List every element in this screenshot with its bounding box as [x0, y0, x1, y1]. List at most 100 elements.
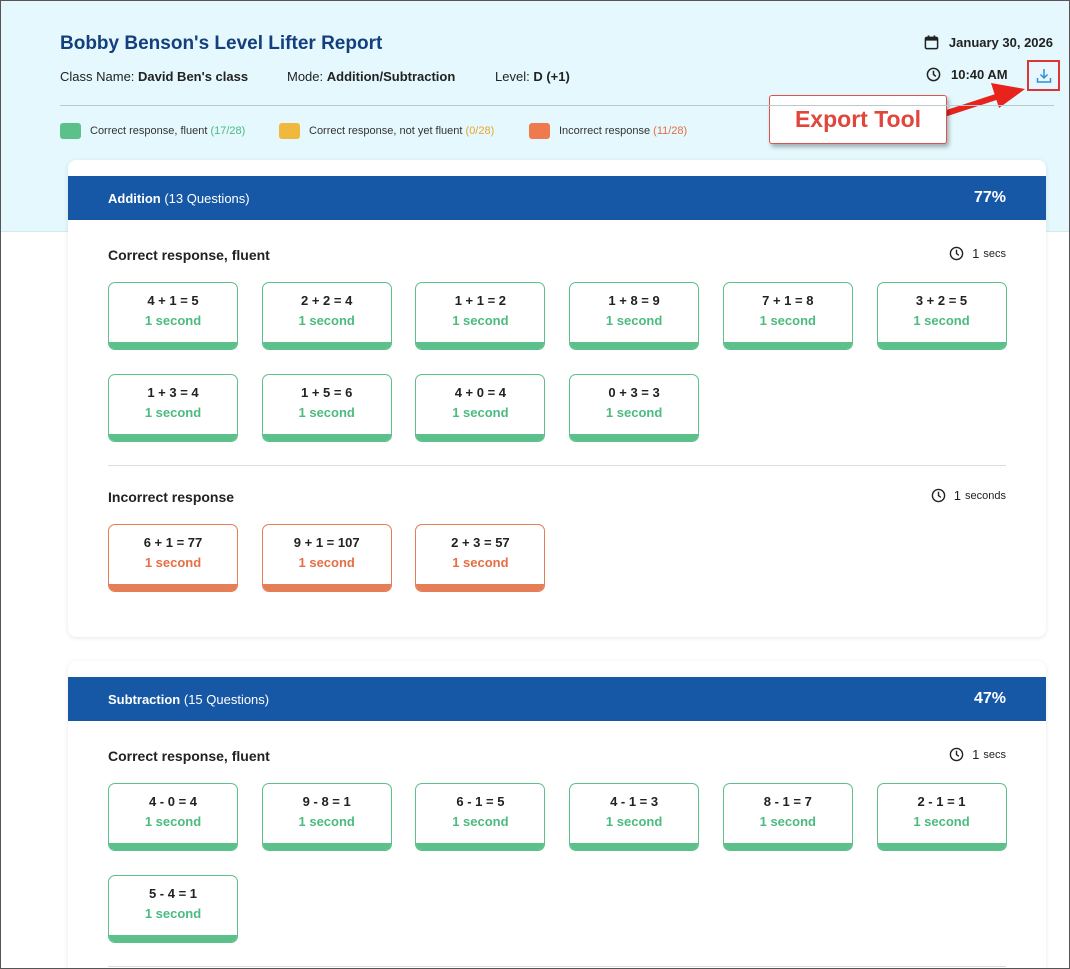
download-icon	[1036, 68, 1051, 83]
mode-meta: Mode: Addition/Subtraction	[287, 69, 455, 84]
status-bar	[877, 342, 1006, 349]
page-title: Bobby Benson's Level Lifter Report	[60, 33, 383, 54]
section-percent: 47%	[973, 690, 1006, 707]
question-time: 1 second	[605, 405, 663, 420]
timer-icon	[931, 488, 946, 503]
question-time: 1 second	[759, 814, 816, 829]
question-time: 1 second	[452, 555, 509, 570]
timer-icon	[949, 747, 964, 762]
status-bar	[109, 342, 237, 349]
question-equation: 1 + 3 = 4	[147, 385, 199, 400]
mode-label: Mode:	[287, 69, 324, 84]
legend-swatch-green	[60, 123, 81, 139]
class-label: Class Name:	[60, 69, 135, 84]
question-time: 1 second	[144, 405, 202, 420]
question-tile[interactable]: 1 + 1 = 2 1 second	[415, 282, 546, 350]
status-bar	[262, 342, 391, 349]
question-time: 1 second	[298, 555, 355, 570]
group-time: 1 secs	[949, 747, 1006, 762]
group-time-unit: secs	[983, 247, 1006, 260]
clock-icon	[926, 67, 941, 82]
status-bar	[570, 843, 699, 850]
status-bar	[723, 843, 852, 850]
status-bar	[262, 584, 391, 591]
group-title: Incorrect response	[108, 489, 235, 505]
status-bar	[416, 434, 545, 441]
question-tile[interactable]: 3 + 2 = 5 1 second	[876, 282, 1007, 350]
question-tile[interactable]: 4 - 1 = 3 1 second	[569, 783, 700, 851]
question-time: 1 second	[144, 313, 202, 328]
question-equation: 1 + 8 = 9	[608, 293, 660, 308]
status-bar	[416, 843, 545, 850]
status-bar	[570, 434, 699, 441]
question-time: 1 second	[605, 313, 663, 328]
date-text: January 30, 2026	[948, 35, 1053, 50]
question-tile[interactable]: 6 - 1 = 5 1 second	[415, 783, 546, 851]
level-meta: Level: D (+1)	[495, 69, 570, 84]
question-equation: 4 - 1 = 3	[610, 794, 659, 809]
question-time: 1 second	[298, 405, 355, 420]
legend-count: (17/28)	[210, 125, 246, 137]
section-title: Subtraction (15 Questions)	[108, 692, 269, 707]
question-equation: 9 - 8 = 1	[302, 794, 351, 809]
legend-fluent: Correct response, fluent (17/28)	[60, 123, 245, 139]
question-equation: 5 - 4 = 1	[148, 886, 198, 901]
question-equation: 1 + 5 = 6	[301, 385, 353, 400]
question-equation: 2 - 1 = 1	[917, 794, 966, 809]
section-title: Addition (13 Questions)	[108, 191, 250, 206]
legend-label: Correct response, fluent	[90, 125, 208, 137]
question-equation: 4 - 0 = 4	[148, 794, 198, 809]
status-bar	[877, 843, 1006, 850]
question-tile[interactable]: 4 + 1 = 5 1 second	[108, 282, 238, 350]
question-tile[interactable]: 2 + 3 = 57 1 second	[415, 524, 546, 592]
question-equation: 7 + 1 = 8	[762, 293, 814, 308]
question-tile[interactable]: 2 + 2 = 4 1 second	[261, 282, 392, 350]
status-bar	[109, 843, 237, 850]
question-time: 1 second	[452, 313, 509, 328]
status-bar	[109, 434, 237, 441]
question-equation: 4 + 1 = 5	[147, 293, 199, 308]
question-time: 1 second	[298, 313, 355, 328]
question-tile[interactable]: 9 + 1 = 107 1 second	[261, 524, 392, 592]
export-button[interactable]	[1027, 60, 1060, 91]
question-tile[interactable]: 5 - 4 = 1 1 second	[108, 875, 238, 943]
question-equation: 0 + 3 = 3	[608, 385, 660, 400]
question-tile[interactable]: 1 + 8 = 9 1 second	[569, 282, 700, 350]
section-question-count: (13 Questions)	[164, 190, 250, 206]
question-tile[interactable]: 7 + 1 = 8 1 second	[722, 282, 853, 350]
question-tile[interactable]: 6 + 1 = 77 1 second	[108, 524, 238, 592]
status-bar	[262, 434, 391, 441]
question-time: 1 second	[298, 814, 355, 829]
question-equation: 6 - 1 = 5	[456, 794, 505, 809]
question-time: 1 second	[144, 555, 202, 570]
question-tile[interactable]: 4 + 0 = 4 1 second	[415, 374, 546, 442]
question-equation: 2 + 2 = 4	[301, 293, 353, 308]
question-time: 1 second	[913, 814, 970, 829]
group-time-value: 1	[972, 747, 980, 762]
section-percent: 77%	[973, 189, 1006, 206]
section-card-addition: Addition (13 Questions) 77% Correct resp…	[68, 160, 1046, 637]
report-time: 10:40 AM	[926, 67, 1008, 82]
class-value: David Ben's class	[138, 69, 249, 84]
level-value: D (+1)	[533, 69, 570, 84]
status-bar	[416, 342, 545, 349]
section-question-count: (15 Questions)	[183, 691, 270, 707]
question-tile[interactable]: 4 - 0 = 4 1 second	[108, 783, 238, 851]
status-bar	[416, 584, 545, 591]
legend-label: Incorrect response	[559, 125, 651, 137]
question-tile[interactable]: 1 + 5 = 6 1 second	[261, 374, 392, 442]
question-time: 1 second	[452, 814, 509, 829]
question-tile[interactable]: 0 + 3 = 3 1 second	[569, 374, 700, 442]
section-card-subtraction: Subtraction (15 Questions) 47% Correct r…	[68, 661, 1046, 968]
question-tile[interactable]: 8 - 1 = 7 1 second	[722, 783, 853, 851]
question-tile[interactable]: 9 - 8 = 1 1 second	[261, 783, 392, 851]
section-name: Subtraction	[108, 691, 181, 707]
status-bar	[109, 584, 237, 591]
calendar-icon	[924, 35, 939, 50]
question-tile[interactable]: 2 - 1 = 1 1 second	[876, 783, 1007, 851]
question-equation: 4 + 0 = 4	[454, 385, 507, 400]
question-tile[interactable]: 1 + 3 = 4 1 second	[108, 374, 238, 442]
question-time: 1 second	[452, 405, 509, 420]
group-divider	[108, 966, 1006, 967]
question-equation: 6 + 1 = 77	[143, 535, 203, 550]
